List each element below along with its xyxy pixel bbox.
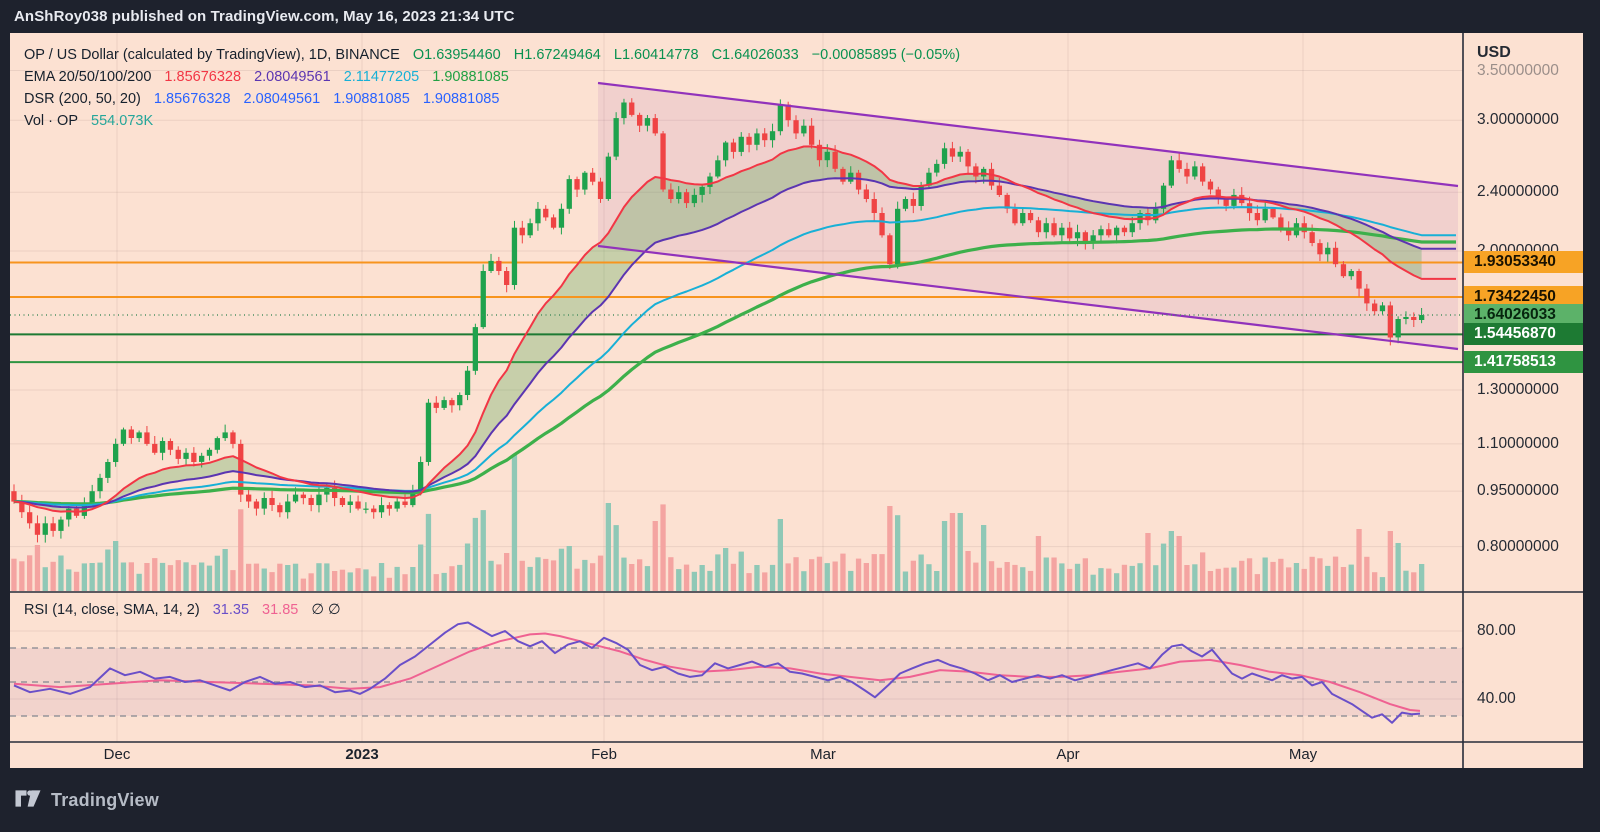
ema50-value: 2.08049561 (254, 69, 331, 85)
volume-layer (11, 455, 1425, 591)
ohlc-close: C1.64026033 (711, 47, 799, 63)
time-axis-label[interactable]: May (1288, 746, 1318, 763)
ema100-value: 2.11477205 (343, 69, 420, 85)
tradingview-logo-icon (15, 790, 41, 807)
symbol-title: OP / US Dollar (calculated by TradingVie… (24, 47, 400, 63)
legend-symbol-row[interactable]: OP / US Dollar (calculated by TradingVie… (24, 44, 960, 66)
price-badge: 1.93053340 (1464, 251, 1583, 274)
legend-rsi-row[interactable]: RSI (14, close, SMA, 14, 2) 31.35 31.85 … (24, 599, 341, 621)
ohlc-change: −0.00085895 (−0.05%) (811, 47, 961, 63)
price-tick-label: 0.80000000 (1477, 537, 1559, 555)
chart-legend: OP / US Dollar (calculated by TradingVie… (24, 44, 960, 132)
rsi-sma-value: 31.85 (262, 602, 299, 618)
time-axis-label[interactable]: Mar (810, 746, 836, 763)
ema20-value: 1.85676328 (164, 69, 242, 85)
price-tick-label: 3.50000000 (1477, 61, 1559, 79)
rsi-label: RSI (14, close, SMA, 14, 2) (24, 602, 200, 618)
volume-value: 554.073K (91, 113, 154, 129)
ema200-value: 1.90881085 (432, 69, 509, 85)
dsr-value-3: 1.90881085 (333, 91, 410, 107)
price-badge: 1.73422450 (1464, 286, 1583, 309)
ohlc-low: L1.60414778 (613, 47, 699, 63)
price-tick-label: 1.30000000 (1477, 381, 1559, 398)
dsr-label: DSR (200, 50, 20) (24, 91, 141, 107)
rsi-tick-label: 80.00 (1477, 622, 1516, 639)
dsr-value-1: 1.85676328 (153, 91, 231, 107)
price-axis-currency[interactable]: USD (1477, 44, 1511, 61)
dsr-value-2: 2.08049561 (243, 91, 321, 107)
legend-volume-row[interactable]: Vol · OP 554.073K (24, 110, 960, 132)
ema-label: EMA 20/50/100/200 (24, 69, 152, 85)
time-axis-label[interactable]: Dec (103, 746, 131, 763)
time-axis-label[interactable]: Feb (591, 746, 617, 763)
price-tick-label: 3.00000000 (1477, 111, 1559, 129)
price-badge: 1.64026033 (1464, 304, 1583, 326)
volume-label: Vol · OP (24, 113, 78, 129)
rsi-extra-symbols: ∅ ∅ (311, 602, 341, 618)
legend-ema-row[interactable]: EMA 20/50/100/200 1.85676328 2.08049561 … (24, 66, 960, 88)
rsi-legend: RSI (14, close, SMA, 14, 2) 31.35 31.85 … (24, 599, 341, 621)
price-tick-label: 0.95000000 (1477, 482, 1559, 500)
price-tick-label: 2.40000000 (1477, 183, 1559, 201)
price-badge: 1.41758513 (1464, 351, 1583, 374)
attribution-text: AnShRoy038 published on TradingView.com,… (14, 8, 515, 25)
tradingview-brand-text: TradingView (51, 789, 159, 810)
time-axis-label[interactable]: 2023 (345, 746, 379, 763)
ohlc-open: O1.63954460 (412, 47, 501, 63)
rsi-value: 31.35 (212, 602, 250, 618)
time-axis-label[interactable]: Apr (1056, 746, 1080, 763)
footer-bar: TradingView (0, 768, 1600, 832)
attribution-bar: AnShRoy038 published on TradingView.com,… (0, 0, 1600, 33)
ohlc-high: H1.67249464 (513, 47, 601, 63)
rsi-tick-label: 40.00 (1477, 690, 1516, 707)
legend-dsr-row[interactable]: DSR (200, 50, 20) 1.85676328 2.08049561 … (24, 88, 960, 110)
price-tick-label: 1.10000000 (1477, 434, 1559, 452)
candles-layer (11, 98, 1425, 543)
dsr-value-4: 1.90881085 (422, 91, 500, 107)
price-badge: 1.54456870 (1464, 323, 1583, 346)
